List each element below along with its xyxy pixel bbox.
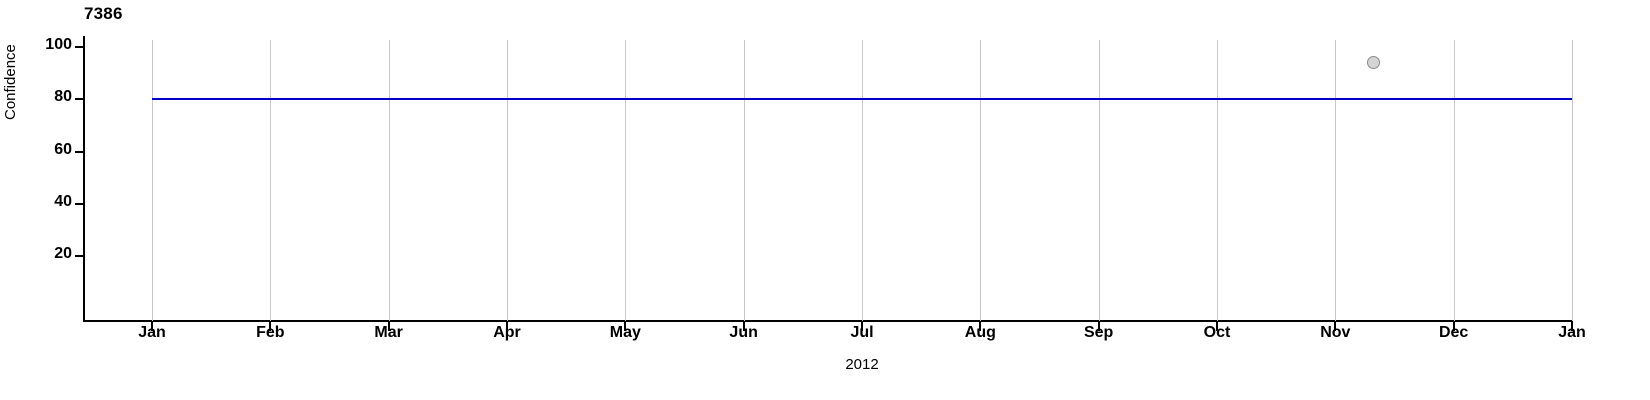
gridline-aug-7 xyxy=(980,40,982,321)
x-tick-label-mar-2: Mar xyxy=(374,324,403,341)
y-axis-line xyxy=(83,36,85,322)
gridline-jan-12 xyxy=(1572,40,1573,321)
x-tick-2 xyxy=(387,322,390,331)
chart-title: 7386 xyxy=(84,4,123,23)
y-tick-label-60: 60 xyxy=(54,140,72,158)
y-tick-40 xyxy=(75,202,83,205)
x-tick-label-dec-11: Dec xyxy=(1438,324,1469,341)
x-tick-label-jan-0: Jan xyxy=(138,324,166,341)
x-tick-label-jun-5: Jun xyxy=(729,324,758,341)
x-tick-4 xyxy=(624,322,627,331)
gridline-jun-5 xyxy=(743,40,745,321)
gridline-feb-1 xyxy=(270,40,272,321)
x-tick-7 xyxy=(979,322,982,331)
x-axis-title: 2012 xyxy=(845,356,879,373)
gridline-may-4 xyxy=(625,40,627,321)
x-tick-8 xyxy=(1097,322,1100,331)
gridline-dec-11 xyxy=(1453,40,1455,321)
y-axis-title: Confidence xyxy=(2,44,19,120)
y-tick-80 xyxy=(75,98,83,101)
x-axis-line xyxy=(84,320,1573,322)
x-tick-12 xyxy=(1571,322,1573,331)
x-tick-1 xyxy=(269,322,272,331)
x-tick-0 xyxy=(151,322,153,331)
data-point-0-0[interactable] xyxy=(1366,56,1380,70)
y-tick-60 xyxy=(75,150,83,153)
gridline-jul-6 xyxy=(862,40,863,321)
gridline-apr-3 xyxy=(507,40,508,321)
x-tick-3 xyxy=(506,322,508,331)
x-tick-label-sep-8: Sep xyxy=(1083,324,1114,341)
x-tick-label-oct-9: Oct xyxy=(1203,324,1231,341)
gridline-jan-0 xyxy=(152,40,153,321)
x-tick-9 xyxy=(1216,322,1218,331)
x-tick-label-jan-12: Jan xyxy=(1558,324,1586,341)
reference-line-threshold xyxy=(152,98,1572,101)
x-tick-11 xyxy=(1452,322,1455,331)
x-tick-6 xyxy=(861,322,863,331)
x-tick-label-jul-6: Jul xyxy=(850,324,874,341)
gridline-oct-9 xyxy=(1217,40,1218,321)
x-tick-label-aug-7: Aug xyxy=(964,324,996,341)
y-tick-100 xyxy=(75,46,83,48)
x-tick-label-feb-1: Feb xyxy=(256,324,285,341)
y-tick-label-80: 80 xyxy=(54,88,72,106)
x-tick-label-apr-3: Apr xyxy=(493,324,521,341)
gridline-nov-10 xyxy=(1335,40,1337,321)
y-tick-20 xyxy=(75,255,83,257)
x-tick-label-may-4: May xyxy=(609,324,641,341)
gridline-mar-2 xyxy=(388,40,390,321)
y-tick-label-100: 100 xyxy=(45,36,72,53)
x-tick-10 xyxy=(1334,322,1337,331)
x-tick-5 xyxy=(742,322,745,331)
y-tick-label-40: 40 xyxy=(54,192,72,210)
y-tick-label-20: 20 xyxy=(54,245,72,262)
x-tick-label-nov-10: Nov xyxy=(1320,324,1351,341)
gridline-sep-8 xyxy=(1098,40,1100,321)
